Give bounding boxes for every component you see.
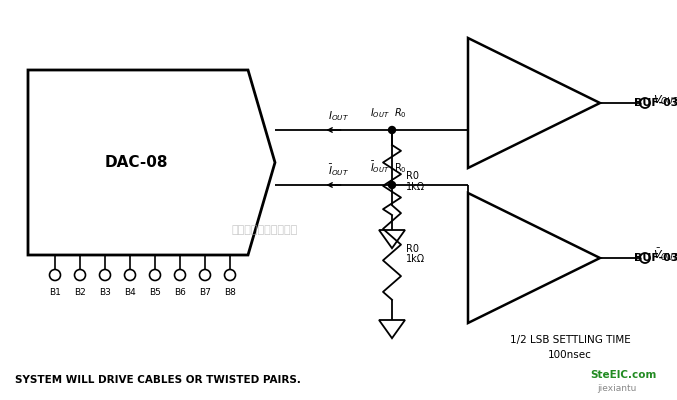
Text: 100nsec: 100nsec [548, 350, 592, 360]
Text: jiexiantu: jiexiantu [597, 384, 636, 393]
Text: B6: B6 [174, 288, 186, 297]
Text: SteElC.com: SteElC.com [590, 370, 657, 380]
Text: I$_{OUT}$  R$_0$: I$_{OUT}$ R$_0$ [370, 106, 406, 120]
Text: B3: B3 [99, 288, 111, 297]
Text: B8: B8 [224, 288, 236, 297]
Text: 1/2 LSB SETTLING TIME: 1/2 LSB SETTLING TIME [510, 335, 630, 345]
Text: B2: B2 [74, 288, 86, 297]
Text: BUF-03: BUF-03 [634, 98, 677, 108]
Text: R0: R0 [406, 171, 419, 181]
Circle shape [389, 182, 395, 188]
Polygon shape [468, 193, 600, 323]
Text: B1: B1 [49, 288, 61, 297]
Text: 1kΩ: 1kΩ [406, 254, 425, 264]
Text: SYSTEM WILL DRIVE CABLES OR TWISTED PAIRS.: SYSTEM WILL DRIVE CABLES OR TWISTED PAIR… [15, 375, 301, 385]
Text: R0: R0 [406, 244, 419, 254]
Polygon shape [28, 70, 275, 255]
Text: 1kΩ: 1kΩ [406, 182, 425, 192]
Text: DAC-08: DAC-08 [104, 155, 168, 170]
Text: I$_{OUT}$: I$_{OUT}$ [328, 109, 349, 123]
Text: B5: B5 [149, 288, 161, 297]
Text: $\bar{I}_{OUT}$  R$_0$: $\bar{I}_{OUT}$ R$_0$ [370, 159, 406, 175]
Text: BUF-03: BUF-03 [634, 253, 677, 263]
Text: B7: B7 [199, 288, 211, 297]
Text: $\bar{I}_{OUT}$: $\bar{I}_{OUT}$ [328, 162, 349, 178]
Text: $\bar{V}_{OUT}$: $\bar{V}_{OUT}$ [653, 247, 677, 263]
Text: B4: B4 [124, 288, 136, 297]
Text: V$_{OUT}$: V$_{OUT}$ [653, 93, 677, 107]
Text: 杭州将睪科技有限公司: 杭州将睪科技有限公司 [232, 225, 298, 235]
Polygon shape [468, 38, 600, 168]
Circle shape [389, 126, 395, 134]
